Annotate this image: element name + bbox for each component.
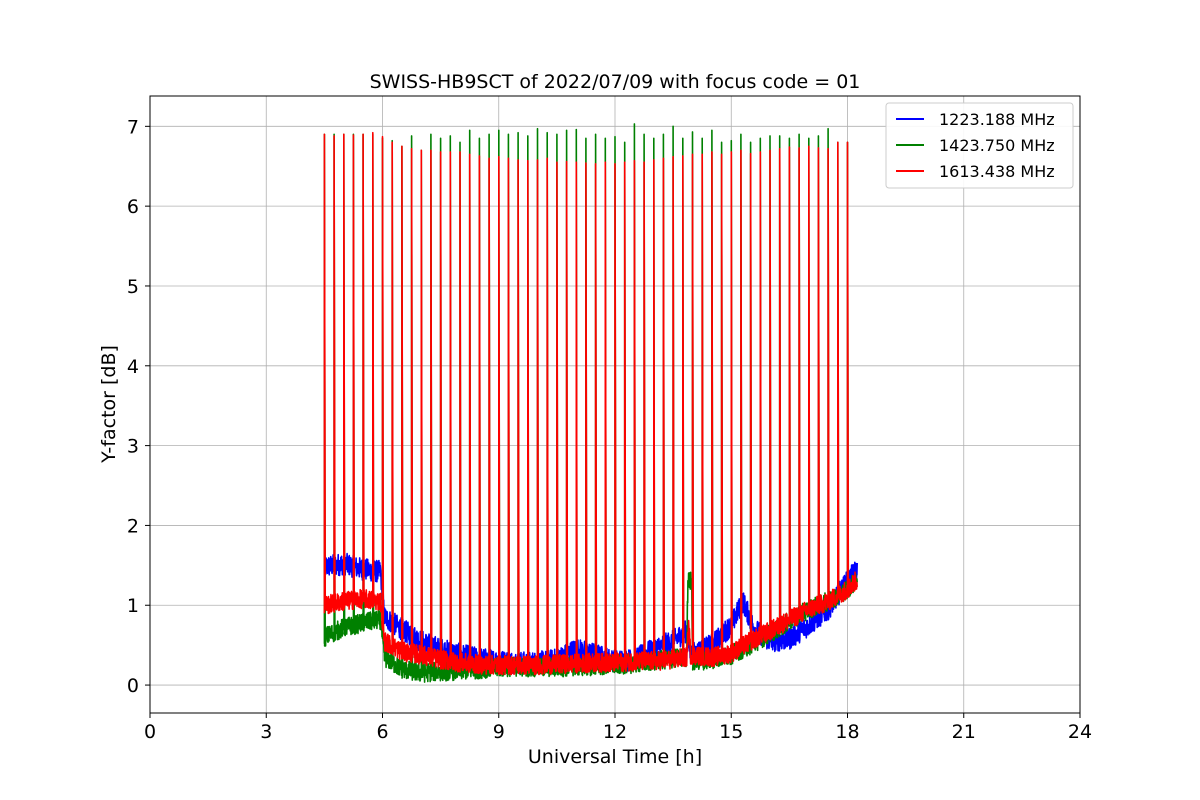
legend: 1223.188 MHz 1423.750 MHz 1613.438 MHz (885, 102, 1074, 189)
x-tick-label: 9 (493, 721, 505, 743)
y-tick-label: 3 (127, 436, 139, 458)
series-2 (323, 131, 858, 676)
x-tick-label: 0 (144, 721, 156, 743)
x-axis-label: Universal Time [h] (528, 746, 702, 768)
y-tick-label: 4 (127, 356, 139, 378)
series-1 (323, 123, 858, 683)
y-tick-label: 2 (127, 515, 139, 537)
y-tick-label: 7 (127, 116, 139, 138)
plot-area (323, 123, 858, 683)
x-tick-label: 21 (952, 721, 976, 743)
x-tick-label: 24 (1068, 721, 1092, 743)
x-tick-label: 3 (260, 721, 272, 743)
series-line (323, 131, 858, 676)
series-line (323, 123, 858, 683)
x-tick-label: 12 (603, 721, 627, 743)
y-tick-label: 1 (127, 595, 139, 617)
chart-title: SWISS-HB9SCT of 2022/07/09 with focus co… (370, 71, 861, 93)
legend-box (885, 102, 1074, 189)
x-tick-label: 18 (835, 721, 859, 743)
x-tick-label: 15 (719, 721, 743, 743)
y-tick-label: 5 (127, 276, 139, 298)
legend-label: 1613.438 MHz (939, 162, 1055, 181)
legend-label: 1223.188 MHz (939, 110, 1055, 129)
x-tick-label: 6 (376, 721, 388, 743)
legend-label: 1423.750 MHz (939, 136, 1055, 155)
y-axis-label: Y-factor [dB] (98, 345, 120, 464)
y-tick-label: 0 (127, 675, 139, 697)
y-tick-label: 6 (127, 196, 139, 218)
